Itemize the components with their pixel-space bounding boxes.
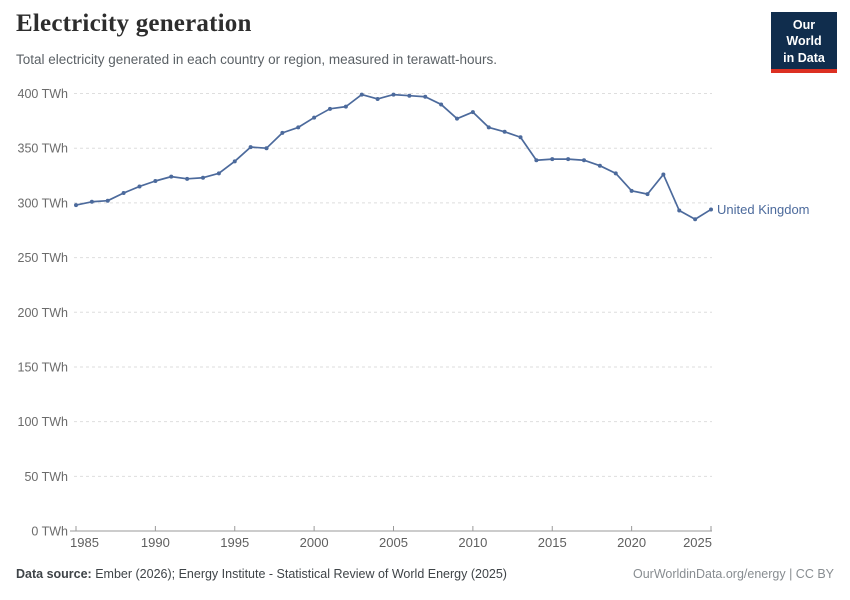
- data-point[interactable]: [486, 125, 491, 130]
- data-point[interactable]: [582, 158, 586, 163]
- data-point[interactable]: [439, 102, 444, 107]
- data-source-text: Ember (2026); Energy Institute - Statist…: [91, 567, 507, 581]
- data-source-note: Data source: Ember (2026); Energy Instit…: [16, 567, 507, 581]
- data-point[interactable]: [550, 157, 555, 162]
- data-point[interactable]: [169, 174, 174, 179]
- owid-logo-line1: Our World: [786, 18, 822, 49]
- line-chart[interactable]: 0 TWh 50 TWh 100 TWh 150 TWh 200 TWh 250 TWh 3…: [0, 78, 850, 560]
- x-axis-tick-label: 2010: [458, 535, 487, 550]
- data-point[interactable]: [105, 198, 110, 203]
- data-point[interactable]: [455, 116, 459, 121]
- data-point[interactable]: [613, 171, 618, 176]
- chart-subtitle: Total electricity generated in each coun…: [16, 52, 497, 67]
- data-point[interactable]: [248, 145, 253, 150]
- y-axis-tick-label: 150 TWh: [18, 360, 69, 374]
- data-point[interactable]: [232, 159, 237, 164]
- data-point[interactable]: [121, 191, 126, 196]
- data-point[interactable]: [709, 207, 713, 212]
- data-point[interactable]: [566, 157, 571, 162]
- data-point[interactable]: [264, 146, 269, 151]
- data-point[interactable]: [280, 130, 285, 135]
- y-axis-tick-label: 50 TWh: [24, 470, 68, 484]
- x-axis-tick-label: 2020: [617, 535, 646, 550]
- data-point[interactable]: [201, 175, 205, 180]
- data-line[interactable]: [75, 93, 712, 221]
- data-point[interactable]: [502, 129, 507, 134]
- data-point[interactable]: [296, 125, 301, 130]
- x-axis-tick-label: 1995: [220, 535, 249, 550]
- data-point[interactable]: [391, 92, 396, 97]
- y-axis-tick-label: 100 TWh: [18, 415, 69, 429]
- data-point[interactable]: [693, 217, 698, 222]
- data-point[interactable]: [470, 110, 475, 115]
- x-axis-tick-label: 2000: [300, 535, 329, 550]
- data-point[interactable]: [597, 163, 602, 168]
- data-point[interactable]: [137, 184, 142, 189]
- data-point[interactable]: [359, 92, 364, 97]
- x-axis-tick-label: 2005: [379, 535, 408, 550]
- owid-logo-line2: in Data: [783, 50, 825, 65]
- x-axis-tick-label: 2015: [538, 535, 567, 550]
- x-axis-tick-label: 1990: [141, 535, 170, 550]
- x-axis-tick-label: 1985: [70, 535, 99, 550]
- x-axis-tick-label: 2025: [683, 535, 712, 550]
- data-point[interactable]: [216, 171, 221, 176]
- data-point[interactable]: [661, 172, 666, 177]
- data-point[interactable]: [153, 179, 158, 183]
- data-point[interactable]: [534, 158, 539, 163]
- data-point[interactable]: [407, 93, 412, 98]
- chart-footer: Data source: Ember (2026); Energy Instit…: [16, 567, 834, 581]
- y-axis-tick-label: 250 TWh: [18, 251, 69, 265]
- owid-logo[interactable]: Our World in Data: [771, 12, 837, 73]
- data-point[interactable]: [89, 199, 94, 204]
- data-point[interactable]: [677, 208, 682, 213]
- y-axis-tick-label: 200 TWh: [18, 306, 69, 320]
- data-point[interactable]: [629, 188, 634, 193]
- y-axis-tick-label: 350 TWh: [18, 142, 69, 156]
- data-source-label: Data source:: [16, 567, 92, 581]
- y-axis-tick-label: 0 TWh: [31, 525, 68, 539]
- data-point[interactable]: [343, 104, 348, 109]
- data-point[interactable]: [645, 192, 650, 197]
- data-point[interactable]: [423, 94, 428, 99]
- series-label[interactable]: United Kingdom: [717, 202, 810, 217]
- data-point[interactable]: [328, 106, 332, 111]
- data-point[interactable]: [185, 176, 190, 181]
- data-point[interactable]: [518, 135, 523, 140]
- data-point[interactable]: [74, 203, 78, 208]
- data-point[interactable]: [375, 96, 380, 101]
- data-point[interactable]: [312, 115, 317, 120]
- y-axis-tick-label: 300 TWh: [18, 196, 69, 210]
- owid-url-link[interactable]: OurWorldinData.org/energy | CC BY: [632, 567, 834, 581]
- y-axis-tick-label: 400 TWh: [18, 87, 69, 101]
- page-title: Electricity generation: [16, 10, 252, 37]
